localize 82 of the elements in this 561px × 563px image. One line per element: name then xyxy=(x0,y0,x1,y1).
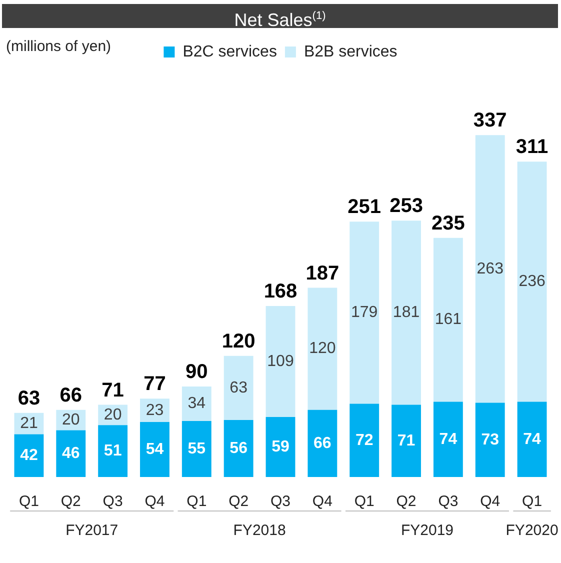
data-label: 74 xyxy=(523,430,542,448)
data-label: 71 xyxy=(397,432,416,450)
bar xyxy=(517,402,547,477)
data-label: 72 xyxy=(355,432,374,449)
bar xyxy=(182,386,212,422)
total-label: 187 xyxy=(306,262,340,284)
total-label: 63 xyxy=(18,387,40,410)
total-label: 311 xyxy=(516,136,548,158)
bar xyxy=(308,410,338,477)
bar xyxy=(224,356,254,420)
bar xyxy=(392,220,421,405)
data-label: 161 xyxy=(434,311,462,328)
data-label: 263 xyxy=(476,260,504,278)
bar xyxy=(182,421,212,477)
x-tick-label: Q4 xyxy=(312,493,332,510)
data-label: 179 xyxy=(350,304,378,322)
total-label: 337 xyxy=(473,110,507,132)
total-label: 235 xyxy=(432,212,465,234)
data-label: 236 xyxy=(518,273,546,290)
x-tick-label: Q3 xyxy=(270,493,291,510)
data-label: 63 xyxy=(230,379,248,396)
text: FY2017 xyxy=(66,522,118,540)
total-label: 251 xyxy=(348,196,382,218)
data-label: 120 xyxy=(309,340,336,358)
x-tick-label: Q3 xyxy=(102,493,123,510)
bar xyxy=(140,422,170,477)
data-label: 109 xyxy=(267,352,294,370)
data-label: 54 xyxy=(146,440,164,458)
legend-label: B2B services xyxy=(304,43,398,60)
bar xyxy=(475,402,505,477)
total-label: 90 xyxy=(186,360,208,383)
x-tick-label: Q3 xyxy=(438,493,458,510)
data-label: 42 xyxy=(20,447,38,464)
chart-title: Net Sales$^{(1)}$ xyxy=(2,4,558,30)
data-label: 73 xyxy=(481,431,500,448)
data-label: 181 xyxy=(392,304,420,322)
bar xyxy=(350,222,380,404)
bar xyxy=(266,416,296,477)
bar xyxy=(433,402,463,477)
total-label: 71 xyxy=(102,379,124,402)
x-tick-label: Q2 xyxy=(228,493,249,510)
data-label: 34 xyxy=(188,395,206,412)
text: FY2018 xyxy=(233,522,286,540)
x-tick-label: Q1 xyxy=(186,493,207,510)
bar xyxy=(98,425,128,477)
x-tick-label: Q1 xyxy=(18,493,39,510)
bar xyxy=(517,162,547,402)
data-label: 66 xyxy=(314,434,332,452)
bar xyxy=(475,135,505,403)
data-label: 46 xyxy=(62,445,80,462)
data-label: 74 xyxy=(439,430,458,448)
text: (millions of yen) xyxy=(6,38,112,55)
x-tick-label: Q1 xyxy=(522,493,542,510)
data-label: 23 xyxy=(146,402,164,419)
bar xyxy=(350,404,380,477)
bar xyxy=(14,434,44,477)
x-tick-label: Q2 xyxy=(396,493,416,510)
legend-label: B2C services xyxy=(182,43,277,60)
x-tick-label: Q4 xyxy=(480,493,500,510)
x-tick-label: Q1 xyxy=(354,493,374,510)
data-label: 21 xyxy=(20,414,38,432)
data-label: 59 xyxy=(272,438,290,456)
data-label: 20 xyxy=(62,411,80,428)
bar xyxy=(308,288,338,410)
text: FY2020 xyxy=(506,522,558,540)
bar xyxy=(266,306,296,417)
bar xyxy=(433,238,463,402)
bar xyxy=(392,404,421,477)
total-label: 77 xyxy=(144,373,166,396)
total-label: 66 xyxy=(60,384,82,406)
data-label: 56 xyxy=(230,440,248,457)
bar xyxy=(56,430,86,477)
total-label: 168 xyxy=(264,280,298,303)
total-label: 253 xyxy=(390,195,423,218)
data-label: 55 xyxy=(188,440,206,458)
x-tick-label: Q4 xyxy=(144,493,165,510)
text: FY2019 xyxy=(400,522,454,540)
total-label: 120 xyxy=(222,330,256,352)
bar xyxy=(224,420,254,477)
x-tick-label: Q2 xyxy=(60,493,81,510)
data-label: 51 xyxy=(104,442,122,460)
data-label: 20 xyxy=(104,406,122,424)
